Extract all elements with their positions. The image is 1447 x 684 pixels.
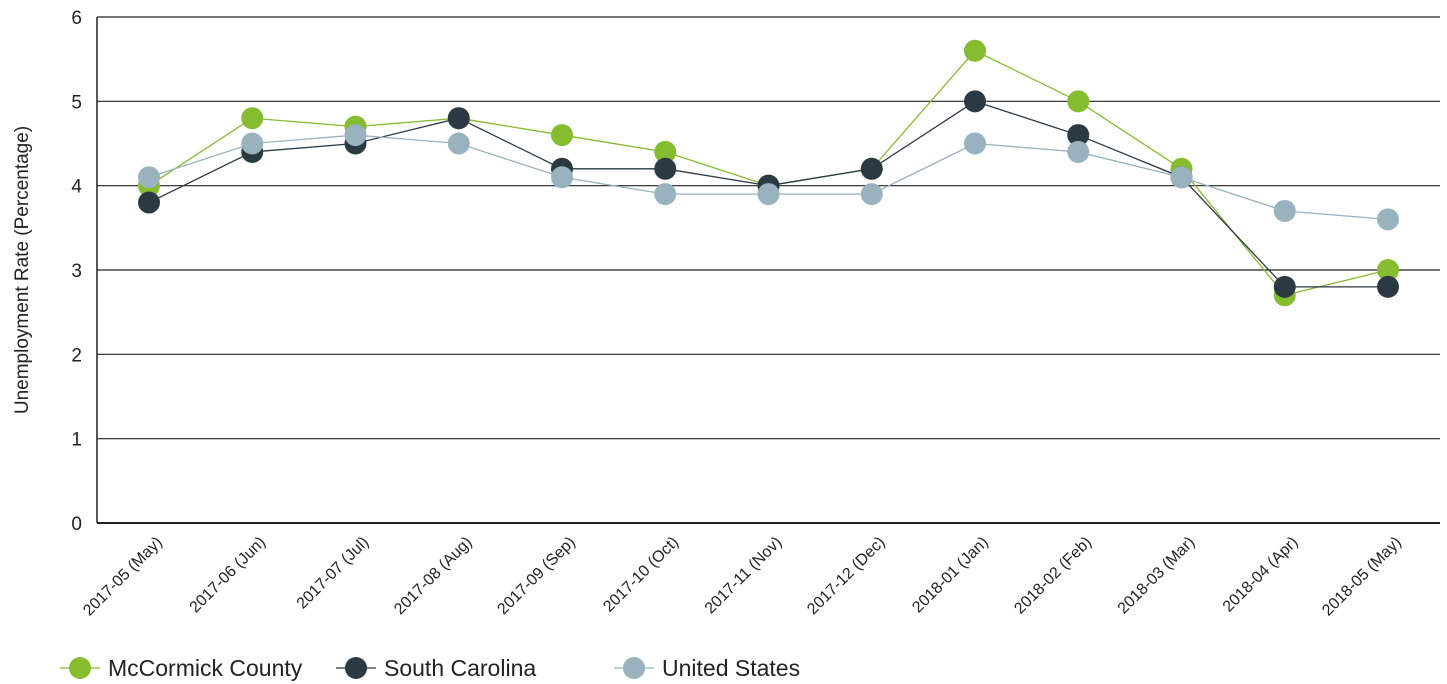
data-point [1377,208,1399,231]
data-point [1067,140,1090,163]
data-point [1273,199,1296,222]
data-point [1170,166,1193,189]
data-point [964,39,986,62]
y-tick-label: 3 [71,261,82,282]
y-tick-labels: 0 1 2 3 4 5 6 [71,8,82,535]
y-tick-label: 1 [71,430,82,451]
data-point [447,132,470,155]
x-tick-label: 2017-06 (Jun) [187,534,269,616]
x-tick-label: 2018-02 (Feb) [1011,534,1095,618]
legend-label: McCormick County [108,655,303,681]
legend-marker [69,657,91,679]
data-point [654,183,677,206]
y-tick-label: 6 [71,8,82,29]
data-point [860,157,883,180]
x-tick-label: 2017-07 (Jul) [294,534,373,613]
x-tick-label: 2017-11 (Nov) [702,534,786,618]
x-tick-label: 2017-10 (Oct) [600,534,682,616]
data-point [964,132,986,155]
x-tick-label: 2018-01 (Jan) [909,534,991,616]
data-point [757,183,780,206]
legend-marker [623,657,645,679]
x-tick-label: 2017-12 (Dec) [804,534,888,618]
x-tick-labels: 2017-05 (May) 2017-06 (Jun) 2017-07 (Jul) 2… [80,534,1405,620]
series-line [148,49,1389,297]
data-point [1067,90,1090,113]
data-point [447,107,470,130]
series [138,39,1399,307]
gridlines [97,16,1440,440]
x-tick-label: 2017-05 (May) [80,534,166,620]
y-tick-label: 5 [71,92,82,113]
y-axis-label: Unemployment Rate (Percentage) [12,126,33,414]
legend: McCormick County South Carolina United Sta… [60,655,800,681]
data-point [138,166,160,189]
data-point [344,124,367,147]
data-point [654,140,677,163]
legend-label: South Carolina [384,655,536,681]
data-point [241,132,264,155]
y-tick-label: 0 [71,514,82,535]
legend-label: United States [662,655,800,681]
data-point [654,157,677,180]
legend-marker [345,657,367,679]
data-point [1377,259,1399,281]
data-point [551,166,573,189]
data-point [964,90,986,113]
x-tick-label: 2018-03 (Mar) [1115,534,1199,618]
data-point [551,124,573,147]
data-point [1067,124,1090,147]
axes [96,17,1440,524]
data-point [1273,275,1296,298]
data-point [860,183,883,206]
data-point [241,107,264,130]
y-tick-label: 4 [71,177,82,198]
x-tick-label: 2018-04 (Apr) [1220,534,1302,616]
data-point [138,191,160,214]
x-tick-label: 2017-08 (Aug) [391,534,475,618]
y-tick-label: 2 [71,345,82,366]
data-point [1377,275,1399,298]
x-tick-label: 2018-05 (May) [1319,534,1405,620]
x-tick-label: 2017-09 (Sep) [494,534,578,618]
